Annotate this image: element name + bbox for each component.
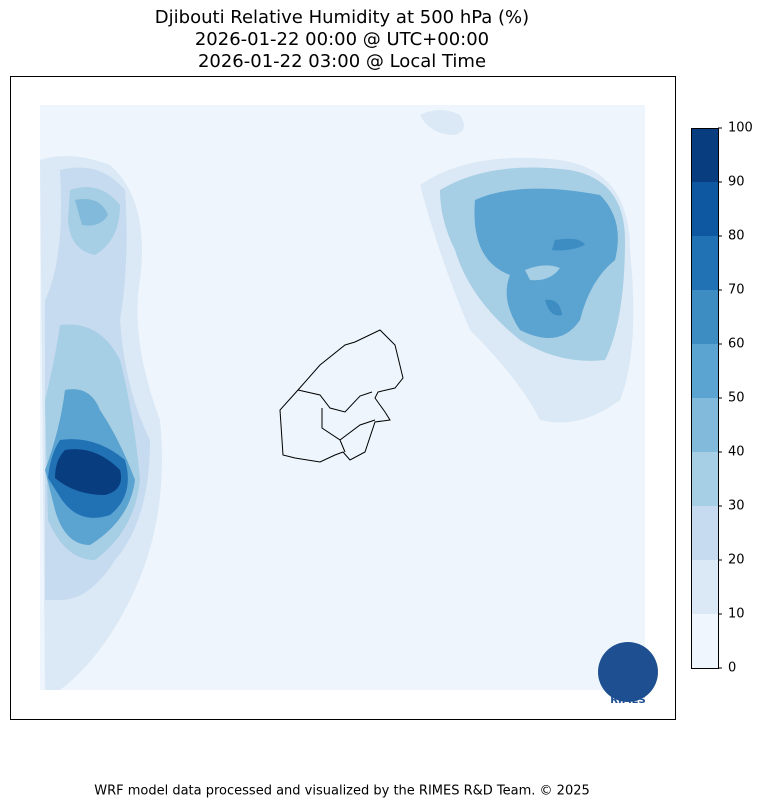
colorbar-segment — [691, 290, 718, 344]
colorbar-segment — [691, 398, 718, 452]
humidity-contour — [525, 265, 560, 281]
title-line: Djibouti Relative Humidity at 500 hPa (%… — [155, 7, 529, 28]
tick-label: 100 — [728, 121, 753, 136]
country-borders — [279, 329, 404, 463]
tick-label: 80 — [728, 229, 745, 244]
colorbar-segment — [691, 344, 718, 398]
tick-label: 60 — [728, 337, 745, 352]
tick-label: 30 — [728, 499, 745, 514]
title-line: 2026-01-22 03:00 @ Local Time — [198, 51, 486, 72]
title-line: 2026-01-22 00:00 @ UTC+00:00 — [195, 29, 489, 50]
logo-text: RIMES — [610, 695, 645, 706]
tick-label: 20 — [728, 553, 745, 568]
humidity-contour — [474, 188, 618, 338]
tick-label: 70 — [728, 283, 745, 298]
colorbar-segment — [691, 182, 718, 236]
tick-label: 40 — [728, 445, 745, 460]
tick-label: 50 — [728, 391, 745, 406]
colorbar-segment — [691, 452, 718, 506]
humidity-contour — [75, 199, 108, 226]
colorbar-segment — [691, 128, 718, 182]
colorbar-segment — [691, 506, 718, 560]
colorbar-segment — [691, 236, 718, 290]
colorbar-segment — [691, 560, 718, 614]
footer: WRF model data processed and visualized … — [94, 784, 590, 799]
humidity-contour — [55, 449, 121, 495]
tick-label: 10 — [728, 607, 745, 622]
map: RIMES — [10, 76, 676, 720]
tick-label: 0 — [728, 661, 736, 676]
logo — [598, 642, 658, 702]
humidity-contour — [420, 110, 464, 135]
colorbar-segment — [691, 614, 718, 668]
tick-label: 90 — [728, 175, 745, 190]
colorbar: 0 10 20 30 40 50 60 70 80 90 100 — [691, 121, 753, 676]
humidity-contour — [545, 238, 585, 316]
